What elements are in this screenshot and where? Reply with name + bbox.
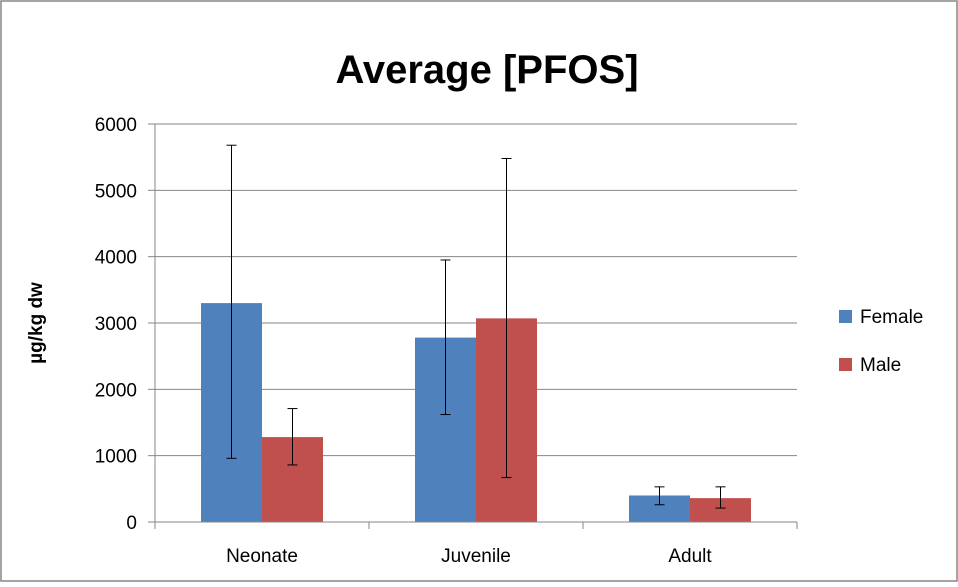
axes: 0 1000 2000 3000 4000 5000 6000 Neonate Juvenile… [95,115,798,567]
bars [201,303,751,522]
x-tick-label: Neonate [226,546,298,567]
y-tick-label: 1000 [95,447,137,468]
y-tick-label: 5000 [95,181,137,202]
legend-swatch [839,358,852,371]
legend-swatch [839,310,852,323]
y-tick-label: 3000 [95,314,137,335]
x-tick-label: Adult [668,546,712,567]
legend: Female Male [839,307,923,376]
legend-label: Male [860,355,901,376]
y-tick-label: 0 [126,513,137,534]
chart-title: Average [PFOS] [335,48,638,92]
x-tick-label: Juvenile [441,546,511,567]
y-axis-label: µg/kg dw [26,282,47,364]
bar [690,498,751,522]
y-tick-label: 4000 [95,248,137,269]
y-tick-label: 6000 [95,115,137,136]
error-bars [226,144,726,509]
legend-label: Female [860,307,923,328]
y-tick-label: 2000 [95,380,137,401]
